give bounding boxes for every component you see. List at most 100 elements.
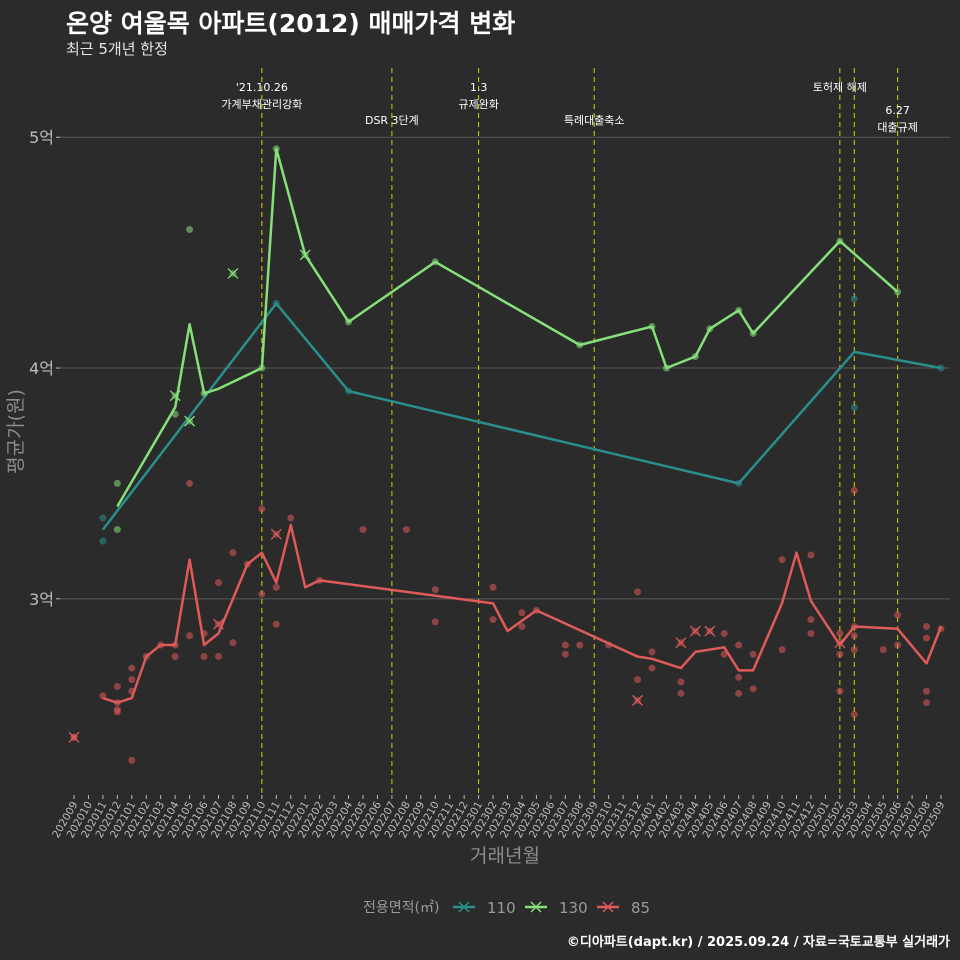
y-axis-title: 평균가(원) (5, 389, 27, 474)
series-85-point (431, 618, 439, 626)
series-85-point (677, 689, 685, 697)
series-85-point (359, 526, 367, 534)
series-85-point (258, 505, 266, 513)
series-85-point (128, 676, 136, 684)
series-85-point (807, 629, 815, 637)
series-85-point (836, 629, 844, 637)
series-85-line (102, 523, 943, 704)
series-85-point (778, 646, 786, 654)
source-caption: ©디아파트(dapt.kr) / 2025.09.24 / 자료=국토교통부 실… (566, 935, 950, 950)
series-85-point (561, 641, 569, 649)
series-110-point (99, 537, 107, 545)
series-85-point (215, 579, 222, 587)
series-110-point (850, 403, 858, 411)
series-85-point (215, 653, 222, 661)
series-85-point (200, 653, 208, 661)
series-85-point (229, 549, 237, 557)
event-label: 대출규제 (877, 121, 917, 134)
series-85-point (113, 708, 121, 716)
legend-title: 전용면적(㎡) (363, 900, 439, 916)
y-tick-label: 3억 (29, 590, 54, 609)
series-85-cancelled-mark (68, 731, 80, 743)
series-85-point (186, 479, 194, 487)
series-130-point (113, 479, 121, 487)
chart-title: 온양 여울목 아파트(2012) 매매가격 변화 (66, 9, 516, 38)
series-85-point (923, 623, 931, 631)
series-85-point (850, 632, 858, 640)
series-85-point (648, 664, 656, 672)
event-label: DSR 3단계 (365, 114, 419, 127)
series-85-point (879, 646, 887, 654)
series-85-cancelled-mark (270, 528, 282, 540)
series-130-point (186, 226, 194, 234)
series-85-point (113, 683, 121, 691)
event-label: 6.27 (885, 104, 910, 117)
series-130-cancelled-mark (227, 267, 239, 279)
series-85-point (287, 514, 295, 522)
series-130-line (116, 147, 899, 508)
series-85-point (894, 611, 902, 619)
series-85-cancelled-mark (704, 625, 716, 637)
legend-key-cross (602, 901, 614, 913)
series-110-point (850, 295, 858, 303)
series-85-point (272, 620, 280, 628)
series-85-point (258, 590, 266, 598)
series-85-cancelled-mark (675, 637, 687, 649)
series-85-point (634, 676, 642, 684)
series-85-point (735, 689, 743, 697)
series-85-point (229, 639, 237, 647)
event-label: '21.10.26 (236, 81, 288, 94)
series-85-point (894, 641, 902, 649)
series-85-point (836, 687, 844, 695)
series-85-point (518, 623, 526, 631)
series-130-point (113, 526, 121, 534)
series-85-point (402, 526, 410, 534)
series-85-point (923, 634, 931, 642)
event-label: 토허제 해제 (813, 80, 867, 94)
series-85-point (807, 616, 815, 624)
legend-label: 85 (631, 899, 650, 917)
series-85-point (850, 486, 858, 494)
series-110-point (937, 364, 945, 372)
series-85-point (431, 586, 439, 594)
series-85-point (128, 664, 136, 672)
series-85-point (648, 648, 656, 656)
series-85-point (720, 650, 728, 658)
legend-key-cross (458, 901, 470, 913)
series-85-point (561, 650, 569, 658)
y-tick-label: 5억 (29, 128, 54, 147)
series-85-point (850, 710, 858, 718)
series-85-point (634, 588, 642, 596)
series-85-cancelled-mark (689, 625, 701, 637)
series-85-point (518, 609, 526, 617)
series-85-point (836, 650, 844, 658)
series-85-point (923, 699, 931, 707)
series-85-point (489, 616, 497, 624)
series-85-point (778, 556, 786, 564)
x-axis-title: 거래년월 (470, 845, 540, 867)
series-130-cancelled-mark (184, 415, 196, 427)
series-85-point (850, 646, 858, 654)
series-85-point (735, 673, 743, 681)
event-label: 규제완화 (458, 98, 498, 111)
series-85-point (677, 678, 685, 686)
legend-key-cross (530, 901, 542, 913)
event-label: 1.3 (470, 81, 488, 94)
series-110-point (99, 514, 107, 522)
series-85-point (272, 583, 280, 591)
series-85-point (735, 641, 743, 649)
series-85-point (489, 583, 497, 591)
series-85-point (171, 653, 179, 661)
legend-label: 110 (487, 899, 516, 917)
series-85-point (807, 551, 815, 559)
series-110-line (101, 302, 942, 531)
series-85-point (720, 629, 728, 637)
chart-subtitle: 최근 5개년 한정 (66, 40, 168, 58)
series-85-cancelled-mark (632, 694, 644, 706)
event-label: 가계부채관리강화 (221, 98, 302, 111)
event-label: 특례대출축소 (564, 114, 625, 127)
series-85-point (749, 650, 757, 658)
y-tick-label: 4억 (29, 359, 54, 378)
legend-label: 130 (559, 899, 588, 917)
series-85-point (923, 687, 931, 695)
